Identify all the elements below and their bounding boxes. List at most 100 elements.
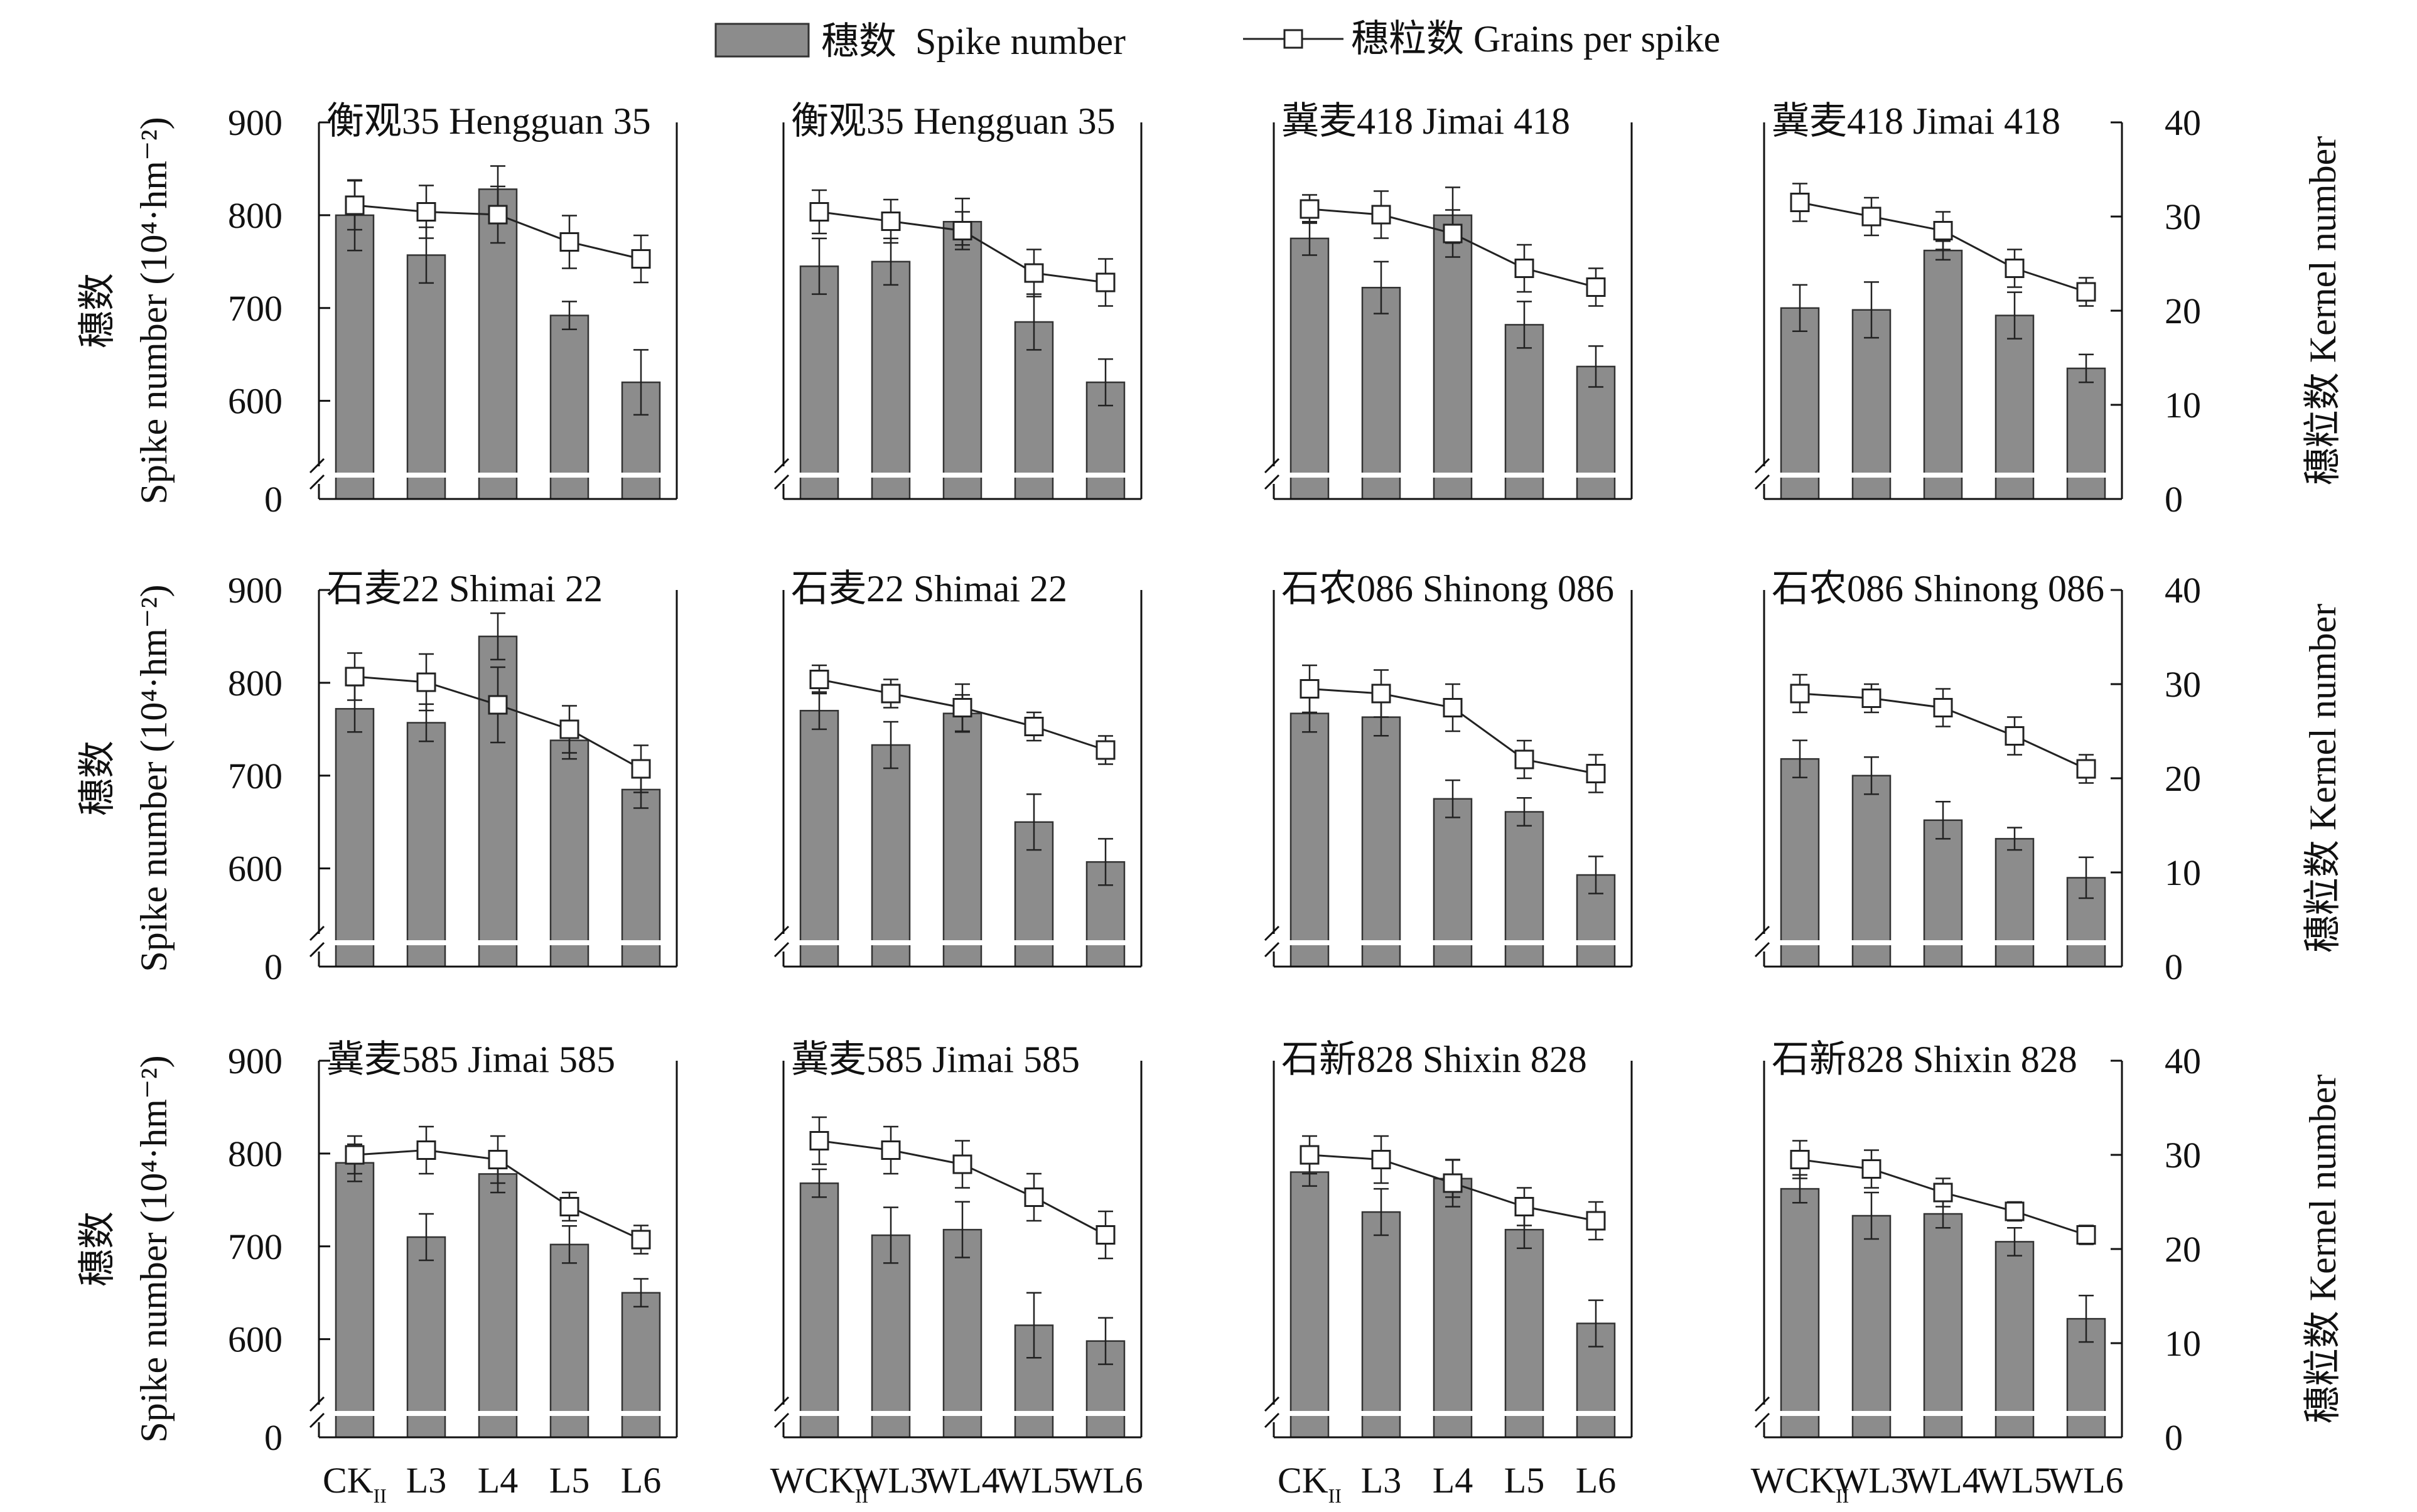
bar-break-gap <box>2065 473 2107 478</box>
left-tick-label: 900 <box>228 102 283 143</box>
bar-break-gap <box>1432 940 1473 945</box>
panel-title: 石新828 Shixin 828 <box>1281 1039 1587 1080</box>
bar-break-gap <box>620 940 662 945</box>
right-tick-label: 30 <box>2165 1135 2201 1176</box>
left-axis-title-cn: 穗数 <box>77 741 118 816</box>
right-axis-title: 穗粒数 Kernel number <box>2302 136 2344 486</box>
grains-marker <box>1514 749 1534 769</box>
spike-bar <box>1994 838 2035 968</box>
panel-title: 冀麦418 Jimai 418 <box>1772 100 2060 142</box>
grains-marker <box>2005 726 2025 746</box>
right-tick-label: 0 <box>2165 1417 2183 1458</box>
grains-marker <box>1443 223 1463 244</box>
bar-break-gap <box>1360 940 1402 945</box>
spike-bar <box>1433 1177 1473 1439</box>
spike-bar <box>335 214 375 500</box>
grains-marker <box>2076 759 2096 779</box>
axis-break-mark <box>1264 1412 1280 1429</box>
x-category-label: WL4 <box>1905 1460 1980 1501</box>
left-axis-title-en: Spike number (10⁴·hm⁻²) <box>133 1055 175 1442</box>
right-axis-title: 穗粒数 Kernel number <box>2302 1075 2344 1424</box>
left-axis-title-cn: 穗数 <box>77 273 118 348</box>
grains-marker <box>345 667 365 687</box>
grains-marker <box>1861 206 1881 227</box>
grains-marker <box>1024 263 1044 283</box>
bar-break-gap <box>406 940 447 945</box>
panel: 石农086 Shinong 086 <box>1754 568 2123 968</box>
bar-break-gap <box>1994 1411 2035 1416</box>
grains-marker <box>2005 259 2025 278</box>
axis-break-mark <box>773 1412 790 1429</box>
right-tick-label: 30 <box>2165 196 2201 237</box>
bar-break-gap <box>1360 473 1402 478</box>
spike-bar <box>942 220 982 500</box>
spike-bar <box>1361 287 1401 500</box>
right-axis-labels: 40 30 20 10 0 穗粒数 Kernel number 40 30 20 10 0 穗粒数 K… <box>2165 102 2344 1458</box>
grains-marker <box>952 1154 972 1174</box>
bar-break-gap <box>2065 940 2107 945</box>
right-tick-label: 0 <box>2165 479 2183 520</box>
grains-marker <box>1861 689 1881 708</box>
bar-break-gap <box>1575 1411 1617 1416</box>
axis-break-mark <box>1264 1396 1280 1412</box>
axis-break-mark <box>1264 925 1280 941</box>
axis-break-mark <box>1264 474 1280 490</box>
x-category-label: WCKII <box>770 1460 869 1507</box>
axis-break-mark <box>773 474 790 490</box>
left-axis-title-en: Spike number (10⁴·hm⁻²) <box>133 584 175 972</box>
bar-break-gap <box>1504 940 1545 945</box>
grains-marker <box>1443 698 1463 717</box>
axis-break-mark <box>309 925 325 941</box>
panel: 衡观35 Hengguan 35 <box>309 100 678 500</box>
grains-marker <box>1371 684 1391 704</box>
bar-break-gap <box>1779 473 1821 478</box>
legend: 穗数 Spike number 穗粒数 Grains per spike <box>714 18 1720 62</box>
bar-break-gap <box>477 473 519 478</box>
bar-break-gap <box>870 940 912 945</box>
legend-bar-label: 穗数 Spike number <box>821 21 1126 62</box>
bar-break-gap <box>1085 1411 1126 1416</box>
bar-break-gap <box>1994 940 2035 945</box>
left-tick-label: 600 <box>228 1319 283 1360</box>
bar-break-gap <box>1779 940 1821 945</box>
x-category-label: WL5 <box>1977 1460 2052 1501</box>
left-tick-label: 900 <box>228 570 283 611</box>
x-category-label: WL4 <box>925 1460 999 1501</box>
grains-marker <box>881 1140 901 1160</box>
spike-bar <box>942 1228 982 1439</box>
spike-bar <box>1289 712 1330 968</box>
bar-break-gap <box>870 473 912 478</box>
panel: 冀麦585 Jimai 585 <box>309 1039 678 1439</box>
legend-line-label: 穗粒数 Grains per spike <box>1351 18 1720 60</box>
grains-marker <box>952 698 972 717</box>
left-tick-label: 0 <box>264 946 283 987</box>
axis-break-mark <box>1754 458 1770 474</box>
left-axis-title-en: Spike number (10⁴·hm⁻²) <box>133 117 175 504</box>
axis-break-mark <box>1264 458 1280 474</box>
bar-break-gap <box>1922 940 1964 945</box>
spike-bar <box>1780 1188 1820 1439</box>
right-tick-label: 10 <box>2165 385 2201 426</box>
grains-marker <box>881 684 901 704</box>
bar-break-gap <box>1013 1411 1055 1416</box>
bar-break-gap <box>799 940 840 945</box>
left-axis-title-cn: 穗数 <box>77 1211 118 1287</box>
spike-bar <box>1923 1213 1963 1439</box>
bar-break-gap <box>1504 473 1545 478</box>
bar-break-gap <box>2065 1411 2107 1416</box>
x-category-label: WCKII <box>1751 1460 1849 1507</box>
grains-marker <box>1790 1150 1810 1169</box>
right-tick-label: 40 <box>2165 570 2201 611</box>
right-tick-label: 10 <box>2165 852 2201 893</box>
grains-marker <box>559 232 579 252</box>
grains-marker <box>488 1150 508 1169</box>
grains-marker <box>559 1197 579 1216</box>
x-category-label: WL3 <box>853 1460 928 1501</box>
spike-bar <box>406 254 446 500</box>
right-tick-label: 40 <box>2165 102 2201 143</box>
bar-break-gap <box>1289 473 1330 478</box>
right-tick-label: 20 <box>2165 758 2201 799</box>
grains-marker <box>2005 1201 2025 1221</box>
grains-marker <box>1790 684 1810 704</box>
axis-break-mark <box>309 941 325 958</box>
